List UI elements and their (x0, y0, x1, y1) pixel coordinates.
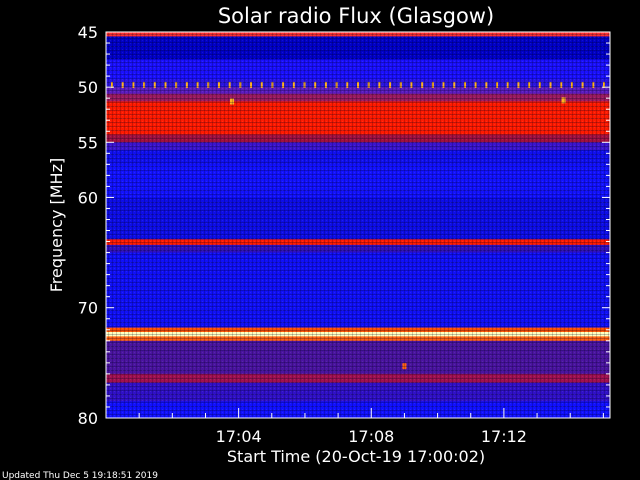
y-tick-label: 55 (78, 133, 98, 152)
y-tick-label: 50 (78, 78, 98, 97)
y-tick-label: 45 (78, 23, 98, 42)
x-tick-label: 17:12 (481, 427, 527, 446)
y-axis: 45 50 55 60 70 80 (78, 23, 610, 428)
x-tick-label: 17:04 (216, 427, 262, 446)
x-axis-label: Start Time (20-Oct-19 17:00:02) (227, 447, 485, 466)
x-tick-label: 17:08 (348, 427, 394, 446)
chart-title: Solar radio Flux (Glasgow) (218, 4, 494, 28)
plot-frame (105, 31, 611, 419)
y-axis-label: Frequency [MHz] (47, 158, 66, 292)
y-tick-label: 70 (78, 299, 98, 318)
y-tick-label: 80 (78, 409, 98, 428)
plot-texture (106, 32, 610, 418)
x-axis: 17:04 17:08 17:12 (138, 408, 604, 446)
updated-timestamp: Updated Thu Dec 5 19:18:51 2019 (2, 471, 158, 480)
y-tick-label: 60 (78, 188, 98, 207)
